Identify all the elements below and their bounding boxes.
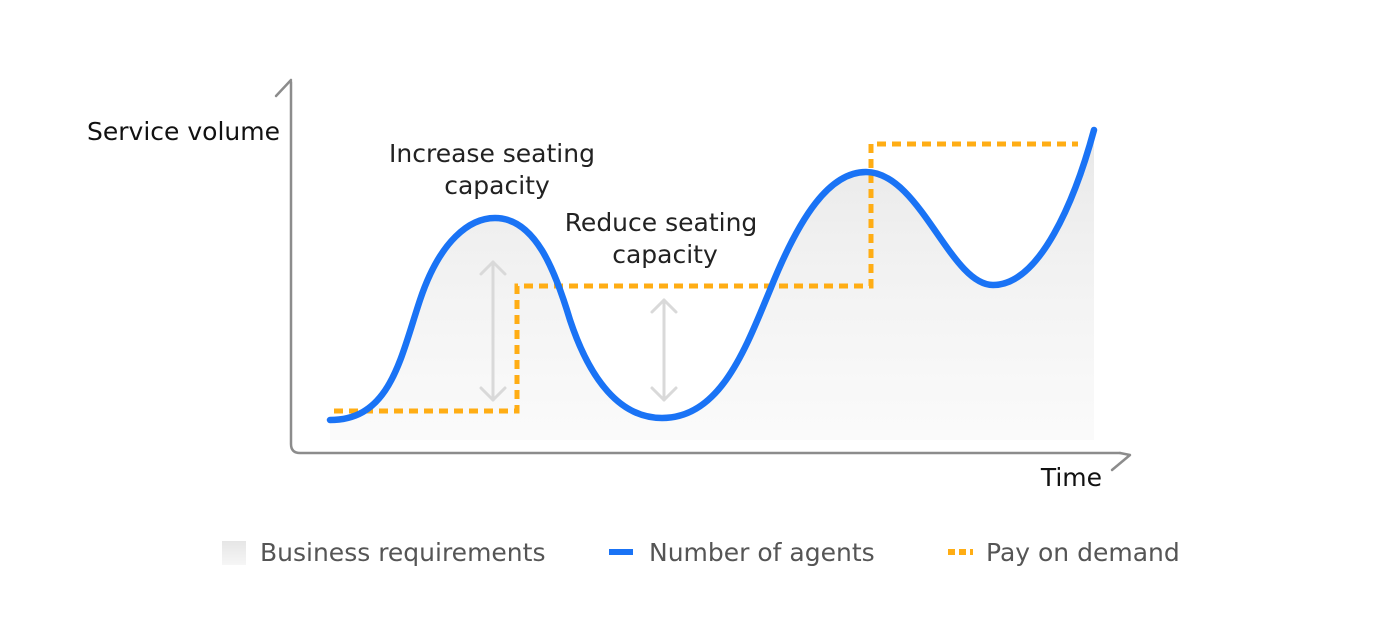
legend: Business requirements Number of agents P… xyxy=(222,538,1180,567)
increase-gap-arrow-icon xyxy=(479,260,507,402)
increase-annotation-line2: capacity xyxy=(444,171,550,200)
pay-on-demand-line xyxy=(334,141,1078,414)
y-axis-label: Service volume xyxy=(87,117,280,146)
y-axis-arrow-icon xyxy=(274,78,293,98)
x-axis-label: Time xyxy=(1040,463,1102,492)
reduce-annotation-line2: capacity xyxy=(612,240,718,269)
legend-label-business: Business requirements xyxy=(260,538,545,567)
number-of-agents-line xyxy=(326,126,1098,424)
legend-label-agents: Number of agents xyxy=(649,538,875,567)
axes-line xyxy=(289,80,1122,455)
business-requirements-area xyxy=(330,130,1094,440)
increase-annotation-line1: Increase seating xyxy=(389,139,595,168)
x-axis-arrow-icon xyxy=(1110,451,1132,472)
reduce-annotation-line1: Reduce seating xyxy=(565,208,758,237)
legend-swatch-business xyxy=(222,541,246,565)
legend-label-pay: Pay on demand xyxy=(986,538,1180,567)
reduce-gap-arrow-icon xyxy=(650,298,678,402)
